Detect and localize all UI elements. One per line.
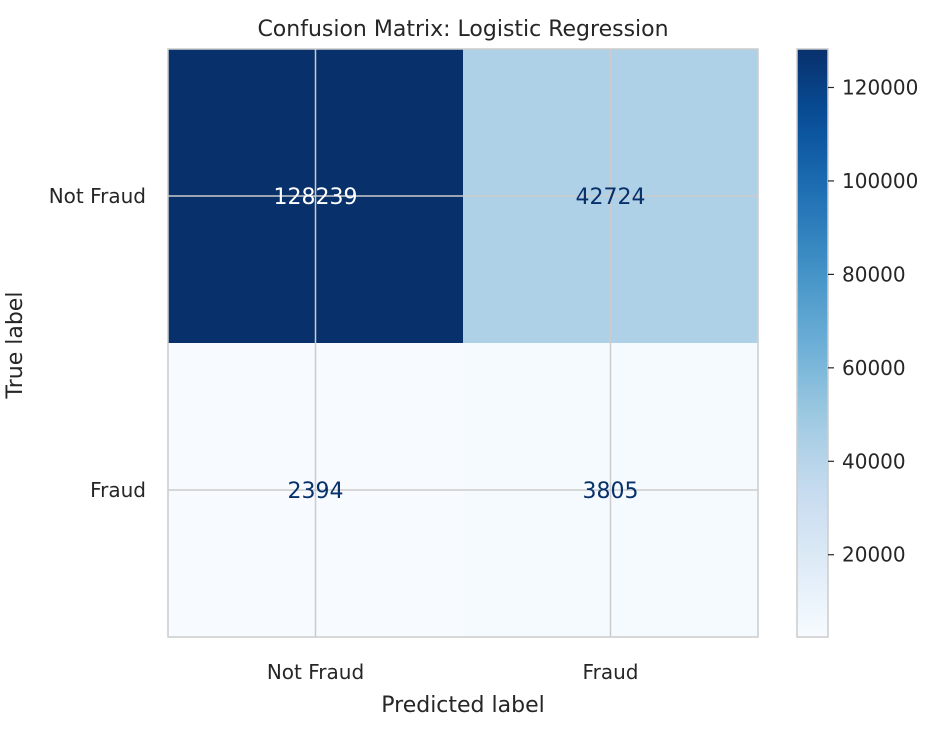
cell-value-label: 3805 <box>583 479 639 504</box>
y-tick-label: Fraud <box>90 478 146 502</box>
colorbar-tick-label: 40000 <box>842 449 906 473</box>
x-tick-labels: Not Fraud Fraud <box>267 660 639 684</box>
colorbar-scale <box>796 48 829 638</box>
plot-frame <box>167 48 759 638</box>
colorbar-tick-label: 100000 <box>842 169 918 193</box>
x-tick-label: Fraud <box>583 660 639 684</box>
colorbar-tick-label: 20000 <box>842 543 906 567</box>
heatmap-cells <box>168 49 758 637</box>
colorbar: 20000 40000 60000 80000 100000 120000 <box>796 48 918 638</box>
colorbar-ticks: 20000 40000 60000 80000 100000 120000 <box>828 75 918 567</box>
colorbar-tick-label: 80000 <box>842 262 906 286</box>
cell-value-labels: 128239 42724 2394 3805 <box>274 185 646 504</box>
colorbar-tick-label: 60000 <box>842 356 906 380</box>
x-axis-label: Predicted label <box>381 693 544 718</box>
y-tick-labels: Not Fraud Fraud <box>49 184 146 502</box>
cell-value-label: 42724 <box>576 185 646 210</box>
cell-value-label: 2394 <box>288 479 344 504</box>
chart-title: Confusion Matrix: Logistic Regression <box>257 17 668 42</box>
cell-value-label: 128239 <box>274 185 358 210</box>
y-tick-label: Not Fraud <box>49 184 146 208</box>
x-tick-label: Not Fraud <box>267 660 364 684</box>
colorbar-tick-label: 120000 <box>842 75 918 99</box>
grid-lines <box>168 49 758 637</box>
y-axis-label: True label <box>3 292 28 400</box>
